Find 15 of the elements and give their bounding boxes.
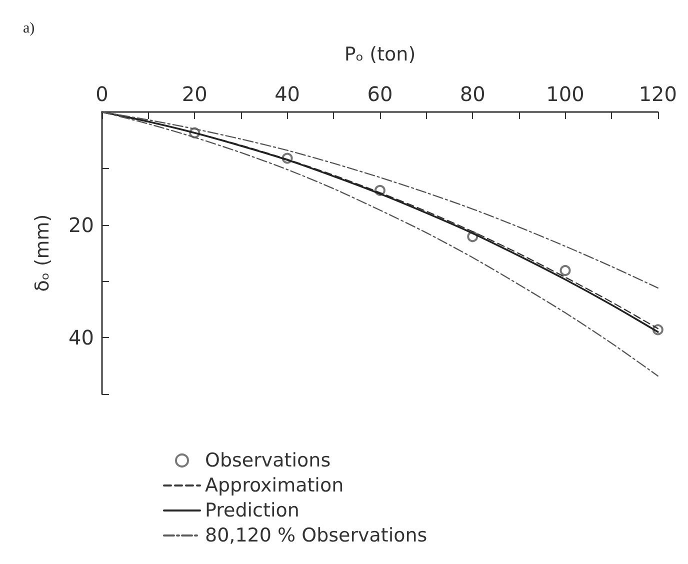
x-tick-label: 100: [546, 82, 584, 106]
y-axis-title: δₒ (mm): [32, 214, 54, 292]
point: [560, 264, 571, 276]
x-tick-label: 120: [638, 82, 678, 106]
legend-label: 80,120 % Observations: [205, 524, 428, 546]
legend-label: Approximation: [205, 474, 344, 496]
x-axis-title: Pₒ (ton): [344, 44, 416, 66]
legend-label: Prediction: [205, 500, 300, 522]
legend-label: Observations: [205, 450, 331, 472]
x-tick-label: 60: [367, 82, 393, 106]
x-tick-label: 20: [182, 82, 208, 106]
chart-title: a): [23, 20, 35, 36]
x-tick-label: 80: [460, 82, 486, 106]
x-tick-label: 40: [274, 82, 300, 106]
x-tick-label: 0: [96, 82, 108, 106]
